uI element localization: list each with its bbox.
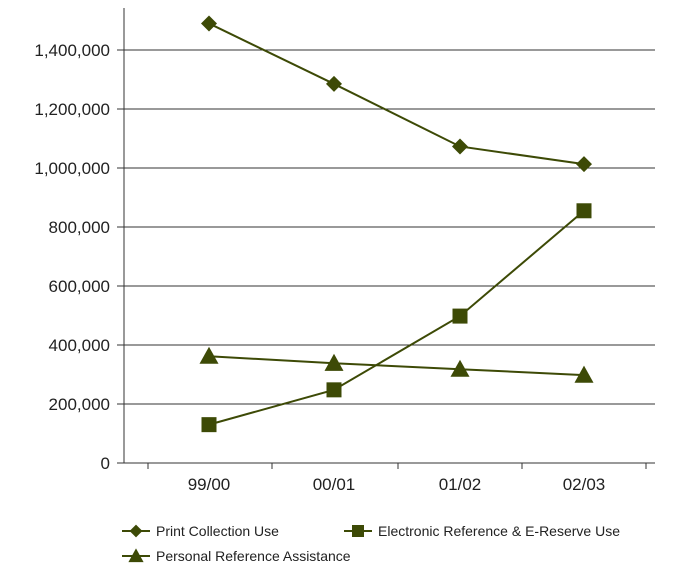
y-tick-label: 200,000 — [49, 395, 110, 414]
data-point-square — [452, 308, 468, 324]
legend-label: Electronic Reference & E-Reserve Use — [378, 523, 620, 539]
data-point-triangle — [574, 365, 594, 383]
y-tick-label: 1,200,000 — [34, 100, 110, 119]
data-point-triangle — [450, 359, 470, 377]
data-series — [199, 15, 594, 433]
legend-marker-triangle — [128, 548, 144, 563]
y-tick-label: 1,000,000 — [34, 159, 110, 178]
legend-label: Personal Reference Assistance — [156, 548, 351, 564]
series-line — [208, 22, 585, 166]
series-line — [208, 210, 585, 426]
y-tick-label: 600,000 — [49, 277, 110, 296]
legend-marker-diamond — [129, 524, 143, 538]
axes: 0 200,000 400,000 600,000 800,000 1,000,000 1,… — [34, 8, 655, 494]
y-tick-label: 400,000 — [49, 336, 110, 355]
data-point-diamond — [326, 75, 342, 92]
x-tick-label: 00/01 — [313, 475, 356, 494]
legend-marker-square — [352, 525, 364, 537]
y-tick-label: 1,400,000 — [34, 41, 110, 60]
x-tick-label: 02/03 — [563, 475, 606, 494]
data-point-square — [576, 203, 592, 219]
data-point-triangle — [324, 353, 344, 371]
data-point-square — [326, 382, 342, 398]
data-point-diamond — [452, 138, 468, 155]
y-tick-label: 0 — [101, 454, 110, 473]
series-line — [208, 355, 585, 377]
y-tick-label: 800,000 — [49, 218, 110, 237]
data-point-triangle — [199, 346, 219, 364]
gridlines — [124, 49, 655, 405]
legend: Print Collection Use Electronic Reference… — [122, 523, 620, 564]
x-tick-label: 99/00 — [188, 475, 231, 494]
x-tick-label: 01/02 — [439, 475, 482, 494]
data-point-square — [201, 417, 217, 433]
data-point-diamond — [201, 15, 217, 32]
legend-label: Print Collection Use — [156, 523, 279, 539]
data-point-diamond — [576, 156, 592, 173]
